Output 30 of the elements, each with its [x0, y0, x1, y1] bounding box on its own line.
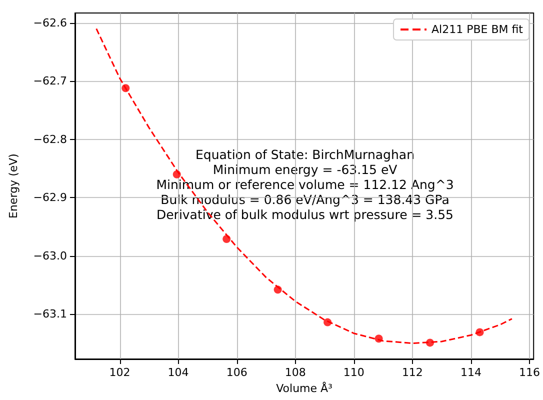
y-tick-label: −63.0 — [33, 249, 67, 262]
x-tick-label: 108 — [284, 366, 306, 379]
annotation: Minimum energy = -63.15 eV — [212, 162, 398, 177]
x-tick-label: 110 — [343, 366, 364, 379]
legend-label: Al211 PBE BM fit — [432, 23, 524, 36]
x-axis-title: Volume Å³ — [276, 381, 332, 395]
x-tick-label: 114 — [460, 366, 482, 379]
annotation: Equation of State: BirchMurnaghan — [196, 147, 414, 162]
x-tick-label: 102 — [109, 366, 130, 379]
x-tick-label: 106 — [226, 366, 248, 379]
point — [324, 318, 332, 326]
point — [274, 286, 282, 294]
annotation: Minimum or reference volume = 112.12 Ang^3 — [156, 177, 454, 192]
y-tick-label: −62.9 — [33, 191, 67, 204]
annotation: Derivative of bulk modulus wrt pressure = 3.55 — [156, 207, 454, 222]
x-tick-label: 116 — [519, 366, 540, 379]
y-tick-label: −62.8 — [33, 132, 67, 146]
point — [122, 84, 130, 92]
x-tick-label: 112 — [402, 366, 423, 379]
annotation: Bulk modulus = 0.86 eV/Ang^3 = 138.43 GPa — [160, 192, 450, 207]
x-tick-label: 104 — [168, 366, 189, 379]
y-tick-label: −63.1 — [33, 308, 67, 321]
y-axis-title: Energy (eV) — [7, 154, 20, 218]
point — [374, 334, 383, 343]
point — [222, 235, 231, 244]
y-tick-label: −62.6 — [33, 16, 67, 30]
y-tick-label: −62.7 — [33, 74, 67, 88]
point — [172, 170, 181, 178]
point — [476, 328, 484, 336]
point — [426, 338, 434, 347]
